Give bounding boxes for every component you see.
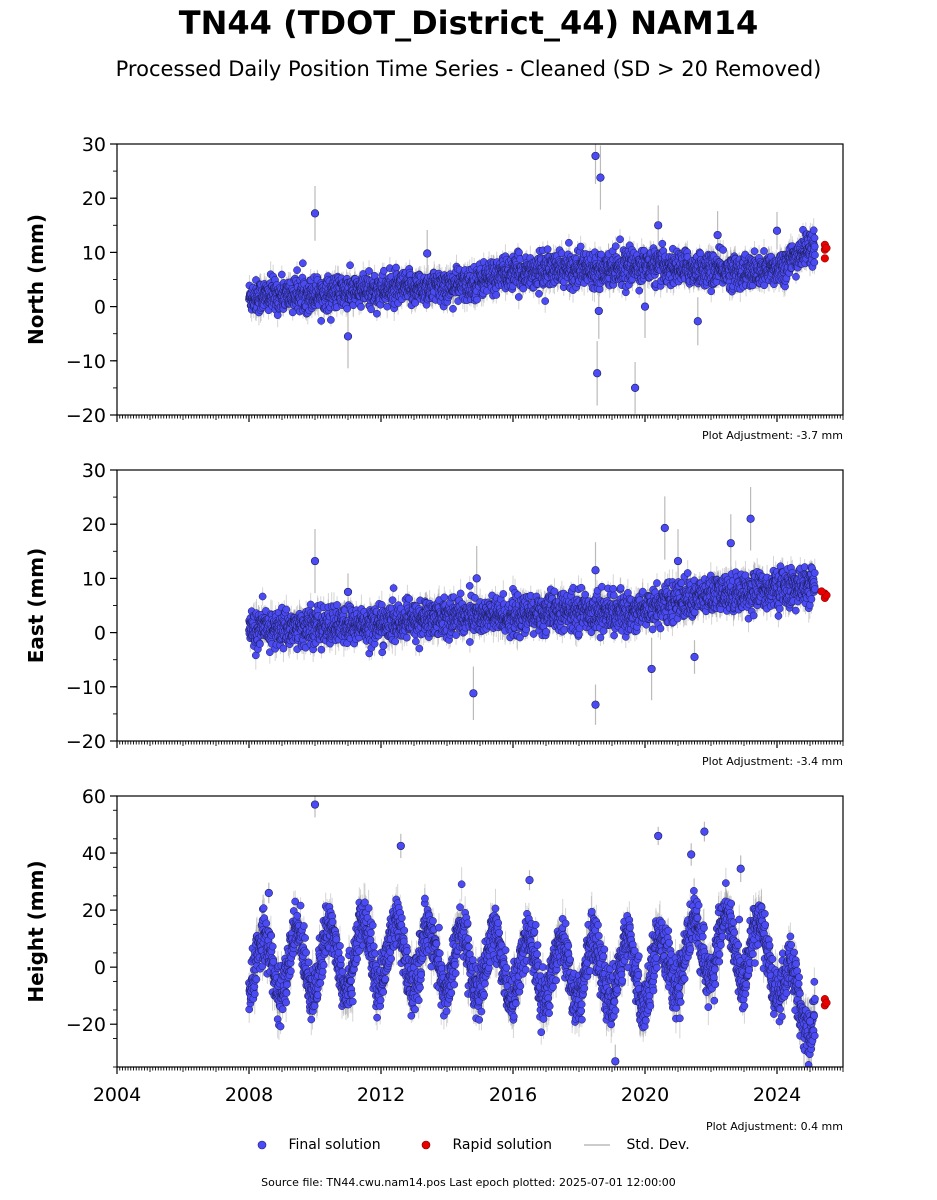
final-point xyxy=(373,309,381,318)
final-point xyxy=(635,286,644,295)
final-point xyxy=(449,304,457,313)
final-point xyxy=(473,295,481,304)
chart-subtitle: Processed Daily Position Time Series - C… xyxy=(115,57,822,81)
final-point xyxy=(492,291,501,299)
final-point xyxy=(298,259,307,268)
final-point xyxy=(327,316,335,324)
final-point xyxy=(611,242,620,251)
final-point xyxy=(514,293,523,301)
final-point xyxy=(411,299,420,307)
final-point xyxy=(317,317,326,325)
final-point xyxy=(576,242,585,251)
final-point xyxy=(541,297,550,305)
final-point xyxy=(293,266,301,274)
final-point xyxy=(365,267,373,275)
final-point xyxy=(357,303,365,311)
final-point xyxy=(543,245,552,254)
final-point xyxy=(367,305,375,314)
final-point xyxy=(565,238,573,247)
final-point xyxy=(515,248,523,257)
final-points xyxy=(245,151,819,393)
final-point xyxy=(535,289,543,298)
final-point xyxy=(346,261,354,270)
data-layer xyxy=(245,144,831,414)
final-point xyxy=(616,235,624,244)
final-point xyxy=(392,263,400,272)
final-point xyxy=(658,239,667,248)
final-point xyxy=(343,304,352,313)
final-point xyxy=(277,270,286,279)
chart-title: TN44 (TDOT_District_44) NAM14 xyxy=(178,4,759,42)
